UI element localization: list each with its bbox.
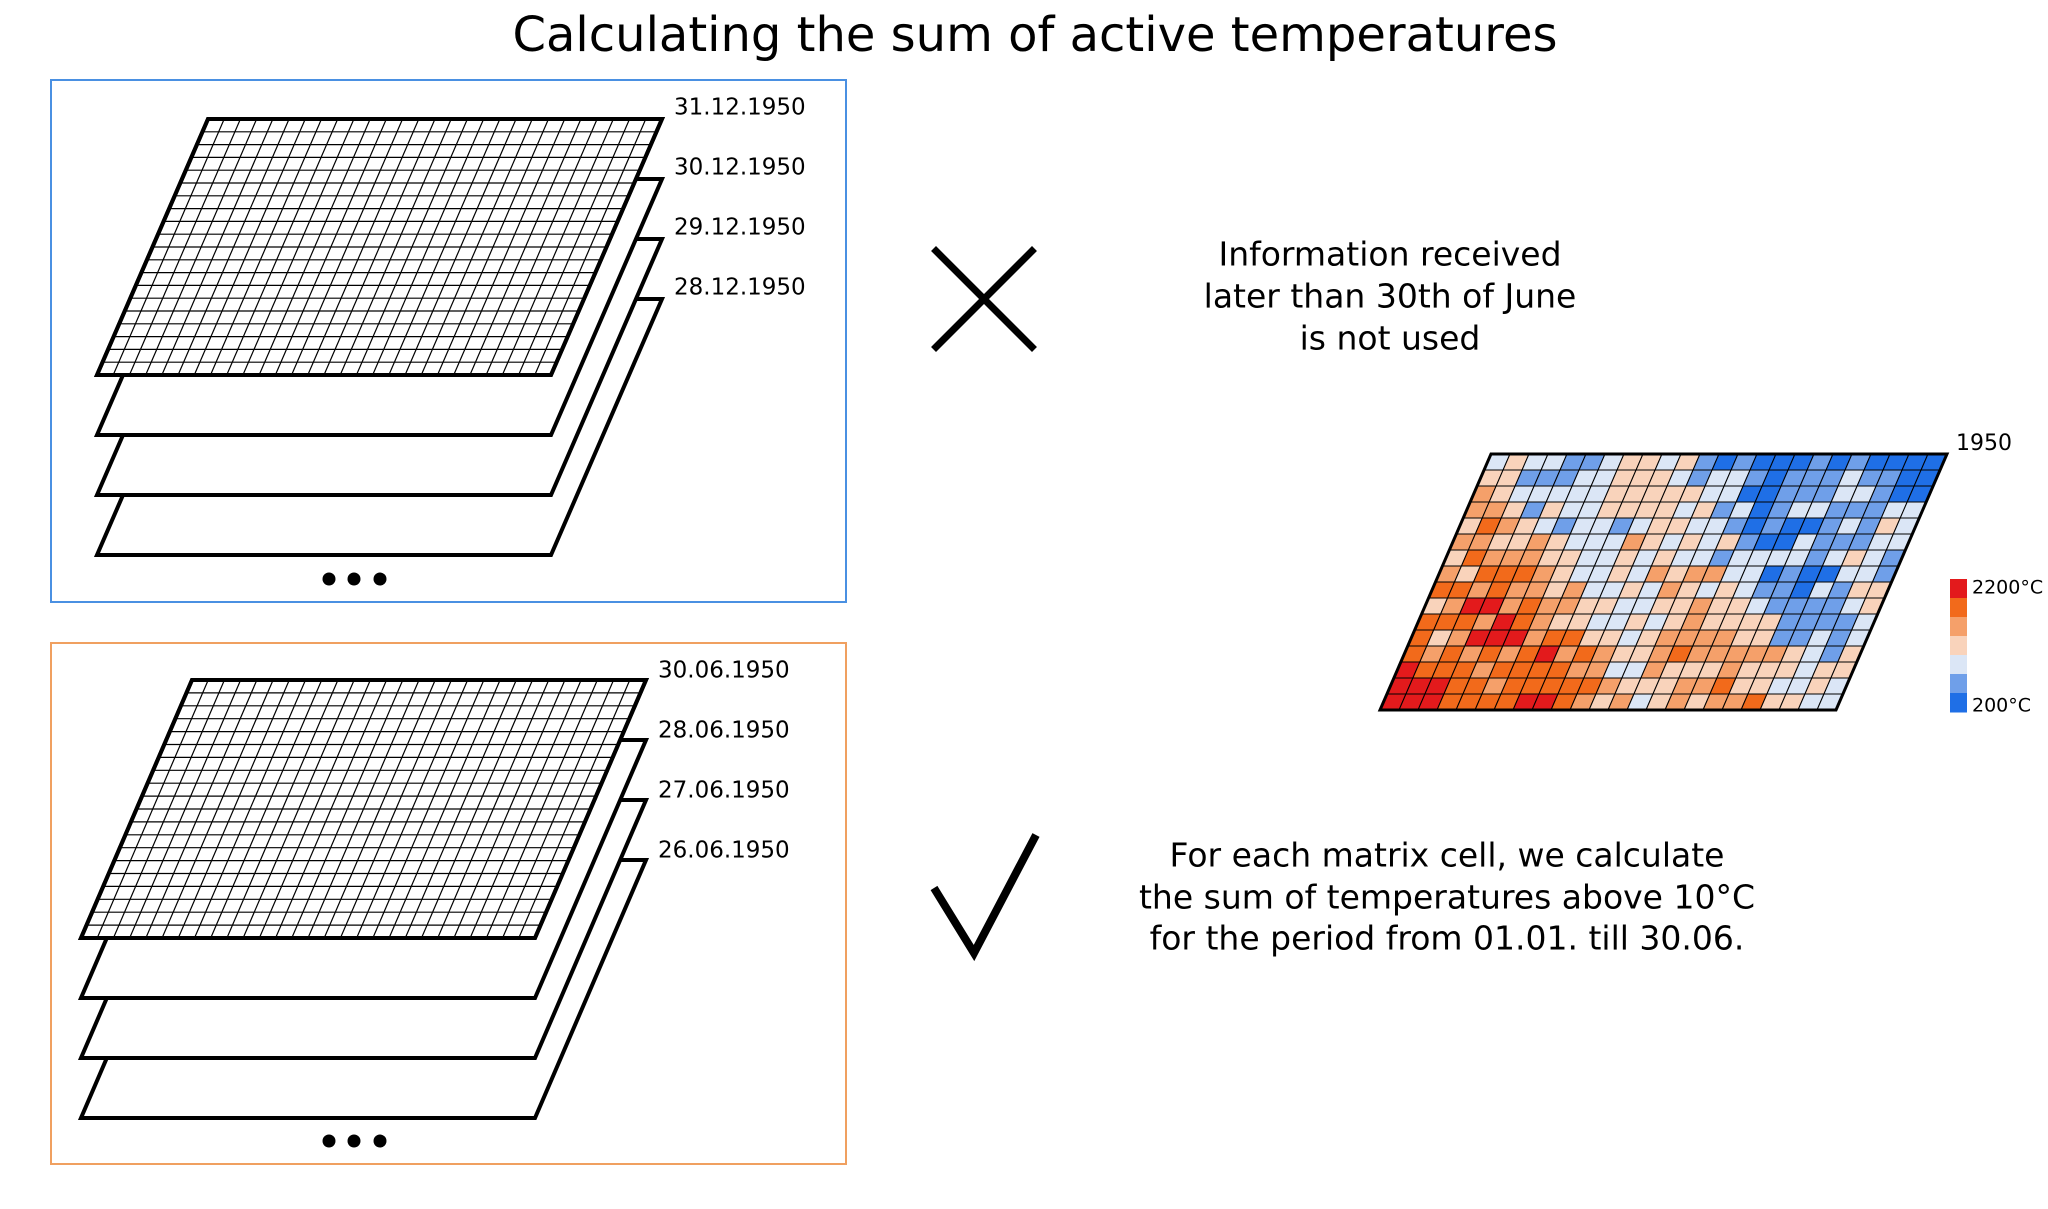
accepted-note: For each matrix cell, we calculate xyxy=(1170,836,1725,875)
legend-min: 200°C xyxy=(1972,695,2031,717)
legend-swatch xyxy=(1950,617,1967,637)
date-label: 28.06.1950 xyxy=(658,718,790,744)
cross-icon xyxy=(931,246,1037,352)
sheet-outline xyxy=(77,678,650,940)
ellipsis-dot xyxy=(373,1134,387,1148)
accepted-note: for the period from 01.01. till 30.06. xyxy=(1150,919,1745,958)
sheet-grid xyxy=(86,679,641,939)
title: Calculating the sum of active temperatur… xyxy=(512,7,1557,63)
rejected-note: is not used xyxy=(1300,319,1481,358)
heatmap xyxy=(1377,452,1950,712)
date-label: 29.12.1950 xyxy=(674,215,806,241)
legend-swatch xyxy=(1950,693,1967,713)
ellipsis-dot xyxy=(322,572,336,586)
sheet-grid xyxy=(102,118,657,376)
date-label: 26.06.1950 xyxy=(658,838,790,864)
ellipsis-dot xyxy=(322,1134,336,1148)
ellipsis-dot xyxy=(373,572,387,586)
legend-swatch xyxy=(1950,655,1967,675)
heatmap-label: 1950 xyxy=(1956,431,2012,456)
date-label: 27.06.1950 xyxy=(658,778,790,804)
legend-swatch xyxy=(1950,579,1967,599)
date-label: 28.12.1950 xyxy=(674,275,806,301)
ellipsis-dot xyxy=(347,1134,361,1148)
rejected-panel xyxy=(50,79,847,603)
legend-swatch xyxy=(1950,674,1967,694)
accepted-note: the sum of temperatures above 10°C xyxy=(1139,878,1755,917)
legend-max: 2200°C xyxy=(1972,577,2043,599)
heatmap-outline xyxy=(1377,452,1950,712)
legend-swatch xyxy=(1950,636,1967,656)
sheet-stack xyxy=(77,678,650,1120)
rejected-note: Information received xyxy=(1218,235,1561,274)
accepted-panel xyxy=(50,642,847,1165)
check-icon xyxy=(930,833,1040,962)
sheet-outline xyxy=(93,117,666,377)
rejected-note: later than 30th of June xyxy=(1204,277,1577,316)
sheet-stack xyxy=(93,117,666,557)
date-label: 30.12.1950 xyxy=(674,155,806,181)
date-label: 30.06.1950 xyxy=(658,658,790,684)
ellipsis-dot xyxy=(347,572,361,586)
legend-swatch xyxy=(1950,598,1967,618)
date-label: 31.12.1950 xyxy=(674,95,806,121)
